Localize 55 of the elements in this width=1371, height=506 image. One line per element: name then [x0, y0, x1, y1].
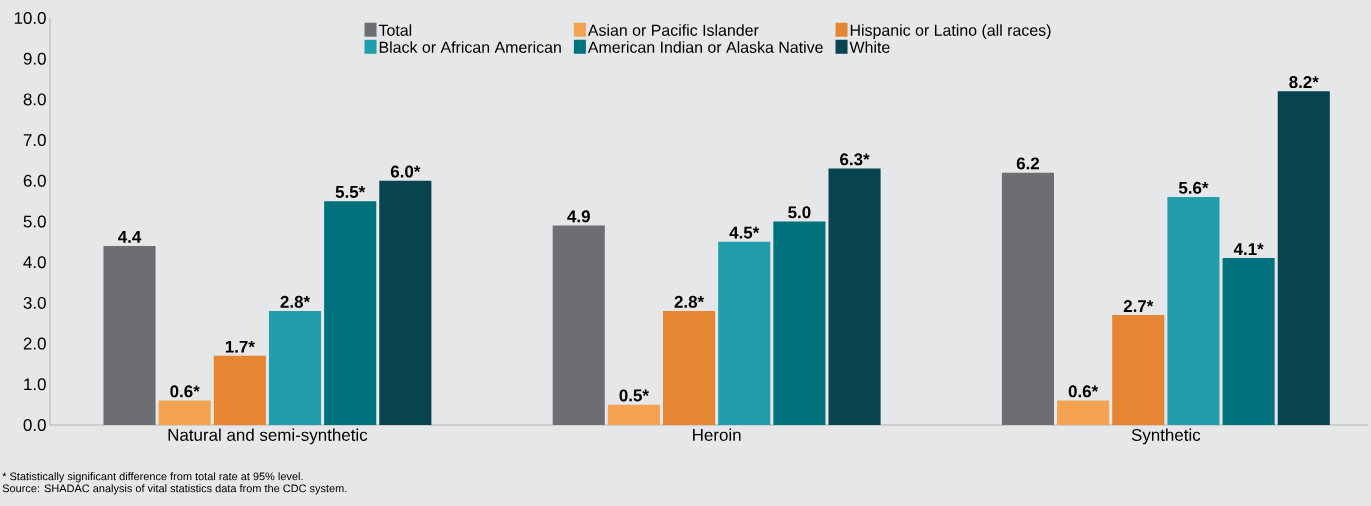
data-label: 0.6* — [1068, 385, 1099, 398]
y-tick-label: 9.0 — [23, 52, 46, 65]
bar — [268, 311, 322, 425]
y-tick-label: 8.0 — [23, 93, 46, 106]
y-tick-label: 1.0 — [24, 378, 46, 391]
y-tick-label: 6.0 — [23, 174, 46, 187]
data-label: 1.7* — [225, 340, 255, 353]
data-label: 6.0* — [390, 165, 421, 178]
bar — [1277, 91, 1330, 425]
x-tick-label: Synthetic — [1131, 428, 1201, 445]
bar — [1167, 197, 1220, 425]
bar — [1222, 258, 1275, 425]
legend-label: Hispanic or Latino (all races) — [850, 24, 1051, 40]
data-label: 8.2* — [1289, 76, 1319, 89]
data-label: 0.5* — [619, 389, 649, 402]
source-note: Source: SHADAC analysis of vital statistics data from the CDC system. — [2, 484, 347, 495]
data-label: 4.9 — [567, 210, 590, 223]
legend-label: Black or African American — [379, 41, 561, 53]
text: * Statistically significant difference from total rate at 95% level. — [2, 472, 303, 483]
bar — [828, 168, 881, 425]
bar — [213, 355, 266, 425]
bar — [663, 311, 716, 425]
bar — [773, 221, 826, 425]
bar — [158, 400, 211, 425]
bar — [1112, 315, 1165, 425]
data-label: 2.8* — [674, 295, 705, 308]
bar — [718, 241, 771, 425]
data-label: 5.5* — [335, 186, 366, 198]
y-tick-label: 3.0 — [23, 296, 46, 309]
data-label: 4.4 — [118, 231, 142, 243]
legend-label: Asian or Pacific Islander — [587, 24, 759, 36]
legend-label: White — [849, 41, 890, 53]
data-label: 5.6* — [1178, 181, 1209, 194]
x-tick-label: Heroin — [693, 428, 741, 441]
data-label: 5.0 — [788, 206, 811, 219]
y-tick-label: 10.0 — [14, 11, 46, 24]
bar — [324, 201, 377, 425]
legend-label: Total — [378, 24, 412, 36]
data-label: 0.6* — [170, 385, 200, 398]
data-label: 4.1* — [1233, 243, 1264, 255]
data-label: 6.3* — [840, 153, 870, 166]
data-label: 2.7* — [1123, 300, 1154, 312]
y-tick-label: 2.0 — [23, 337, 46, 350]
bar — [607, 404, 660, 425]
y-tick-label: 0.0 — [23, 418, 46, 431]
data-label: 4.5* — [729, 226, 760, 239]
bar — [1057, 400, 1110, 425]
data-label: 2.8* — [280, 295, 311, 308]
legend-label: American Indian or Alaska Native — [587, 41, 823, 53]
y-tick-label: 7.0 — [23, 134, 46, 147]
data-label: 6.2 — [1016, 157, 1040, 170]
y-tick-label: 4.0 — [23, 256, 46, 269]
y-tick-label: 5.0 — [23, 215, 46, 228]
x-tick-label: Natural and semi-synthetic — [168, 428, 368, 445]
bar — [379, 180, 432, 425]
